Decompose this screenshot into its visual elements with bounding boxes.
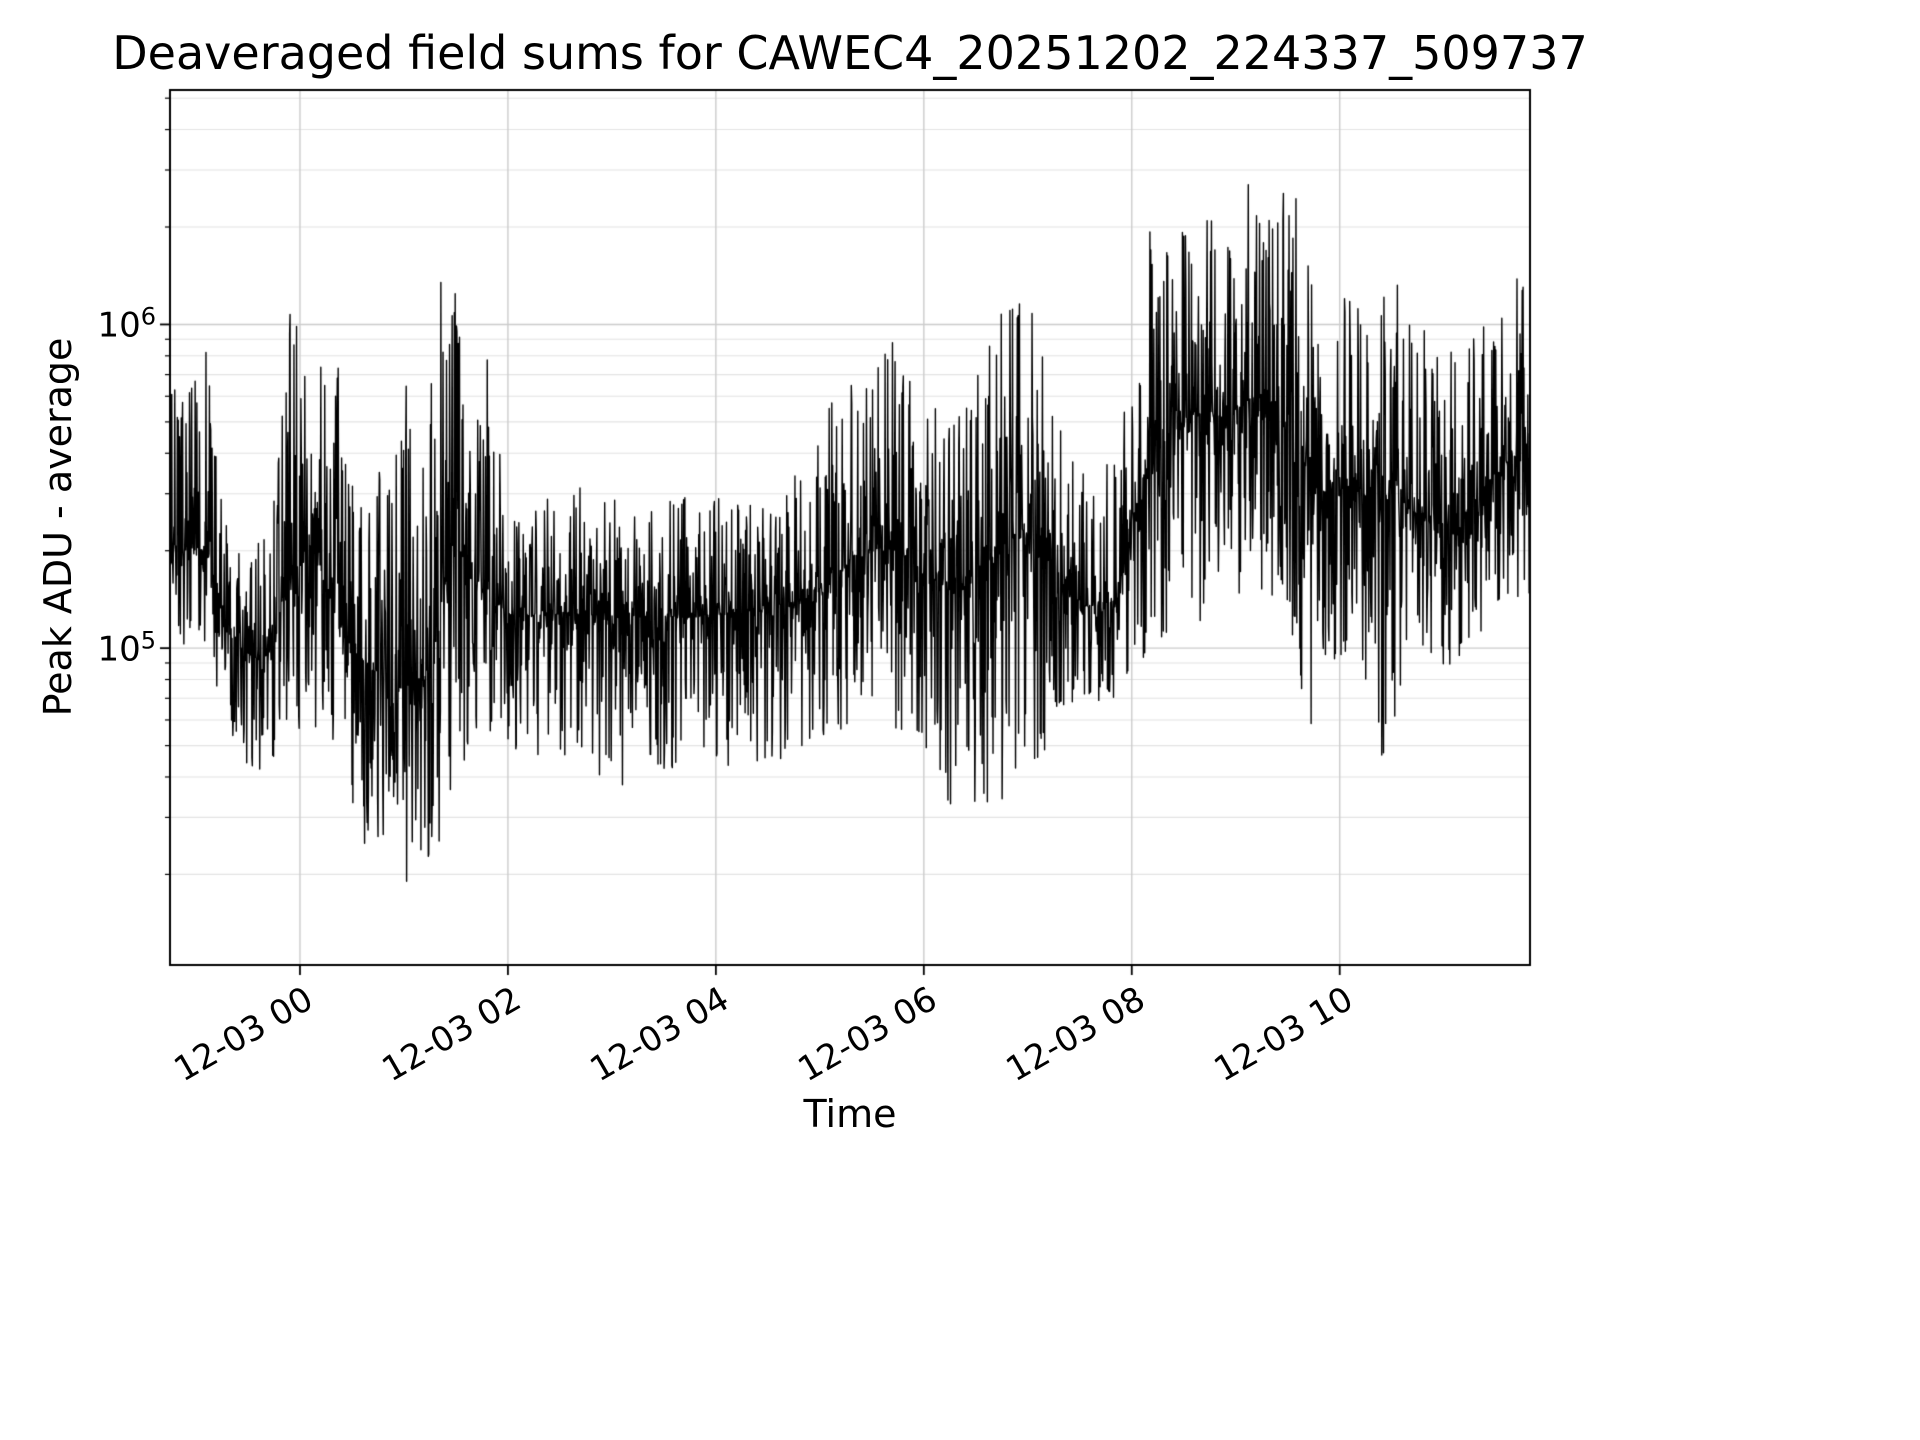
y-axis-label: Peak ADU - average xyxy=(36,337,80,717)
chart-title: Deaveraged field sums for CAWEC4_2025120… xyxy=(112,26,1588,80)
y-tick-base: 10 xyxy=(97,629,141,670)
y-tick-exponent: 6 xyxy=(140,302,156,331)
y-tick-label: 106 xyxy=(97,303,156,346)
y-tick-exponent: 5 xyxy=(140,626,156,655)
y-tick-base: 10 xyxy=(97,306,141,347)
x-axis-label: Time xyxy=(803,1092,897,1136)
y-tick-label: 105 xyxy=(97,626,156,669)
